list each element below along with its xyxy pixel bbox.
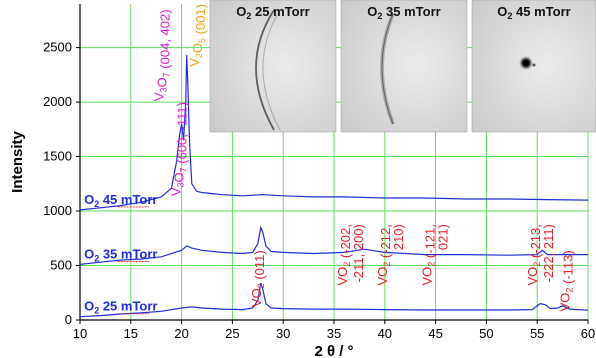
peak-label-text: VO2 (-213, [525,224,543,285]
diffraction-insets: O2 25 mTorr O2 35 mTorr O2 45 mTorr [209,0,596,133]
peak-label: V2O5 (001) [187,4,208,67]
peak-label-text: V3O7 (004, 402) [151,9,172,101]
diffraction-inset: O2 25 mTorr [209,0,337,133]
y-axis-title: Intensity [9,131,26,193]
peak-labels: O2 25 mTorr O2 35 mTorr O2 45 mTorr V3O7 (0… [84,4,576,316]
peak-label: V3O7 (004, 402) [151,9,172,101]
diffraction-ring [262,9,281,131]
inset-title: O2 45 mTorr [497,4,570,21]
series-label: O2 25 mTorr [84,299,157,316]
y-tick-label: 2000 [43,94,72,109]
peak-label-text-line2: -211, 200) [351,224,366,282]
peak-label: V3O7 (600, -111) [169,102,190,196]
peak-label-text-line2: 021) [436,224,451,250]
diffraction-spot-minor [532,63,536,67]
x-tick-label: 45 [428,326,442,341]
series-lines [79,55,589,318]
inset-title: O2 35 mTorr [367,4,440,21]
peak-label-text: VO2 (011) [249,250,267,307]
inset-background [340,0,468,133]
peak-label: VO2 (-113) [558,250,576,311]
x-tick-label: 30 [276,326,290,341]
peak-label-text: V2O5 (001) [187,4,208,67]
peak-label-text: VO2 (-212, [375,224,393,285]
x-tick-label: 60 [581,326,595,341]
peak-label-text: VO2 (-202, [335,224,353,285]
peak-label: VO2 (-213,-222, 211) [525,224,556,285]
inset-background [209,0,337,133]
peak-label: VO2 (011) [249,250,267,307]
x-tick-label: 25 [225,326,239,341]
x-tick-label: 55 [530,326,544,341]
series-line-2 [79,225,588,265]
diffraction-inset: O2 45 mTorr [471,0,596,133]
y-tick-label: 500 [50,258,72,273]
series-line-3 [79,55,589,211]
x-tick-label: 50 [479,326,493,341]
y-tick-label: 0 [65,312,72,327]
series-label: O2 45 mTorr [84,192,157,209]
peak-label-text: V3O7 (600, -111) [169,102,190,196]
y-tick-label: 1500 [43,149,72,164]
x-tick-label: 10 [73,326,87,341]
x-axis-title: 2 θ / ° [314,343,353,358]
x-tick-label: 20 [174,326,188,341]
x-tick-label: 15 [124,326,138,341]
x-tick-label: 35 [327,326,341,341]
y-tick-label: 2500 [43,40,72,55]
series-line-1 [79,282,589,318]
series-label: O2 35 mTorr [84,246,157,263]
peak-label-text: VO2 (-121, [420,224,438,285]
diffraction-spot-core [523,60,529,66]
peak-label: VO2 (-121,021) [420,224,451,285]
x-tick-label: 40 [378,326,392,341]
diffraction-ring [381,13,394,125]
peak-label-text: VO2 (-113) [558,250,576,311]
inset-title: O2 25 mTorr [236,4,309,21]
diffraction-ring [255,9,275,131]
diffraction-inset: O2 35 mTorr [340,0,468,133]
y-tick-label: 1000 [43,203,72,218]
peak-label: VO2 (-202,-211, 200) [335,224,366,285]
axes: 10 15 20 25 30 35 40 45 50 55 60 0 500 1000 1500 2000 25… [43,4,595,341]
peak-label-text-line2: -222, 211) [541,224,556,282]
peak-label: VO2 (-212,210) [375,224,406,285]
peak-label-text-line2: 210) [391,224,406,250]
